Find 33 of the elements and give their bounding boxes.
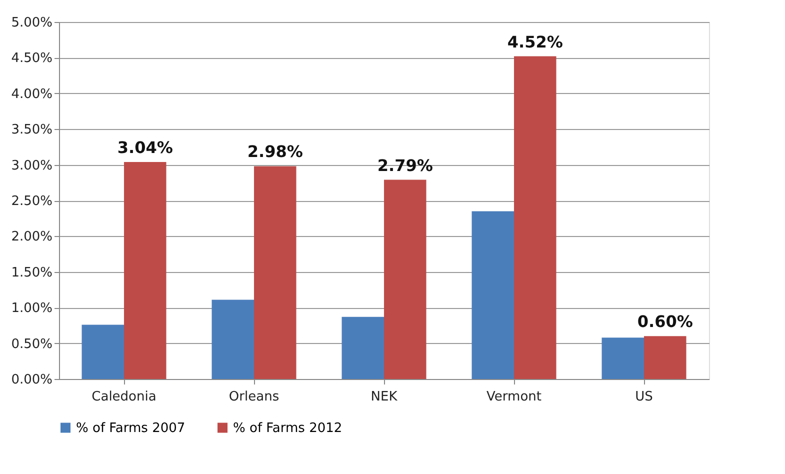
bar — [472, 211, 514, 379]
y-tick-label: 0.00% — [11, 372, 52, 388]
data-label: 4.52% — [507, 32, 563, 52]
bar — [212, 300, 254, 379]
y-tick-label: 1.00% — [11, 301, 52, 316]
y-tick-label: 2.00% — [11, 230, 52, 245]
legend-label: % of Farms 2012 — [233, 420, 342, 436]
bar — [384, 180, 426, 379]
x-tick-label: NEK — [370, 390, 398, 404]
bar — [254, 166, 296, 379]
data-label: 0.60% — [637, 312, 693, 332]
y-tick-label: 3.50% — [11, 122, 52, 138]
x-tick-label: US — [635, 390, 653, 404]
data-label: 3.04% — [117, 138, 173, 157]
x-tick-label: Vermont — [486, 390, 542, 404]
bar — [644, 336, 686, 379]
bar — [82, 324, 124, 379]
legend-label: % of Farms 2007 — [76, 420, 186, 436]
y-tick-label: 3.00% — [11, 158, 52, 174]
y-tick-label: 4.00% — [11, 86, 52, 102]
bar — [602, 338, 644, 379]
bar — [514, 56, 556, 379]
y-tick-label: 0.50% — [11, 336, 52, 352]
y-tick-label: 4.50% — [11, 51, 52, 66]
x-tick-label: Caledonia — [92, 390, 156, 404]
data-label: 2.79% — [377, 156, 433, 175]
data-label: 2.98% — [247, 142, 303, 162]
y-tick-label: 2.50% — [11, 194, 52, 209]
y-tick-label: 5.00% — [11, 16, 52, 30]
x-tick-label: Orleans — [228, 390, 280, 404]
bar — [342, 316, 384, 379]
bar — [124, 162, 166, 379]
y-tick-label: 1.50% — [11, 265, 52, 280]
